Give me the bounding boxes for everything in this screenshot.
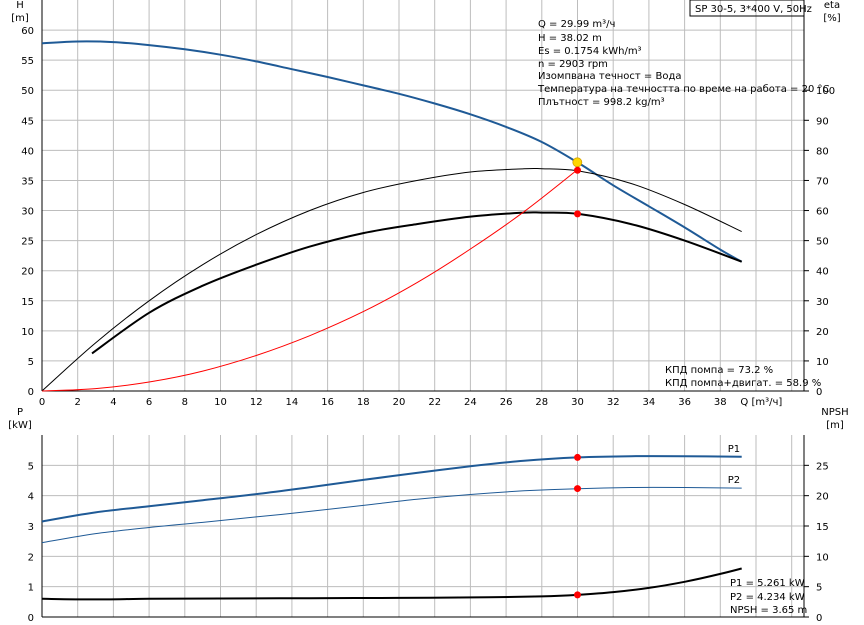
operating-point-marker xyxy=(574,166,581,174)
y-left-tick-label: 45 xyxy=(21,116,34,127)
operating-point-marker xyxy=(574,485,581,493)
y-right-tick-label: 80 xyxy=(816,146,829,157)
y-right-tick-label: 20 xyxy=(816,327,829,338)
y-left-tick-label: 25 xyxy=(21,237,34,248)
y-left-tick-label: 40 xyxy=(21,146,34,157)
series-layer xyxy=(41,40,743,601)
model-label-box xyxy=(689,0,805,17)
p2-value-text: P2 = 4.234 kW xyxy=(730,592,805,603)
series-label-p1: P1 xyxy=(728,444,740,455)
info-line: Es = 0.1754 kWh/m³ xyxy=(538,46,642,57)
y-right-tick-label: 10 xyxy=(816,552,829,563)
series-system xyxy=(41,169,578,392)
operating-point-marker xyxy=(574,210,581,218)
x-tick-label: 34 xyxy=(643,397,656,408)
info-line: Q = 29.99 m³/ч xyxy=(538,19,615,30)
y-left-tick-label: 35 xyxy=(21,176,34,187)
series-h xyxy=(41,40,743,263)
info-line: Плътност = 998.2 kg/m³ xyxy=(538,97,665,108)
y-left-tick-label: 50 xyxy=(21,86,34,97)
y-right-tick-label: 25 xyxy=(816,461,829,472)
x-tick-label: 30 xyxy=(571,397,584,408)
y-right-tick-label: 10 xyxy=(816,357,829,368)
info-line: n = 2903 rpm xyxy=(538,59,608,70)
y-left-tick-label: 2 xyxy=(28,552,34,563)
series-npsh xyxy=(41,567,742,601)
y-right-tick-label: 50 xyxy=(816,237,829,248)
y-right-tick-label: 0 xyxy=(816,613,822,624)
y-right-tick-label: 30 xyxy=(816,297,829,308)
x-tick-label: 6 xyxy=(146,397,152,408)
axis-layer xyxy=(41,0,809,618)
efficiency-pump-text: КПД помпа = 73.2 % xyxy=(665,365,773,376)
x-axis-title: Q [m³/ч] xyxy=(740,397,782,408)
y-right-axis-title: eta xyxy=(824,0,840,11)
x-tick-label: 18 xyxy=(357,397,370,408)
marker-layer xyxy=(572,157,583,599)
y-right-tick-label: 40 xyxy=(816,267,829,278)
series-p2 xyxy=(41,486,742,544)
series-label-p2: P2 xyxy=(728,475,740,486)
x-tick-label: 8 xyxy=(182,397,188,408)
x-tick-label: 24 xyxy=(464,397,477,408)
x-tick-label: 12 xyxy=(250,397,263,408)
x-tick-label: 36 xyxy=(678,397,691,408)
y-left-tick-label: 3 xyxy=(28,522,34,533)
y-left-tick-label: 0 xyxy=(28,387,34,398)
y-left-axis-title: H xyxy=(16,0,24,11)
p1-value-text: P1 = 5.261 kW xyxy=(730,578,805,589)
x-tick-label: 22 xyxy=(428,397,441,408)
y-right-tick-label: 5 xyxy=(816,583,822,594)
y-right-tick-label: 0 xyxy=(816,387,822,398)
y-right-tick-label: 70 xyxy=(816,176,829,187)
y-right-tick-label: 20 xyxy=(816,492,829,503)
y-left-axis-title: P xyxy=(17,407,23,418)
y-right-axis-title: NPSH xyxy=(821,407,848,418)
x-tick-label: 14 xyxy=(286,397,299,408)
x-tick-label: 32 xyxy=(607,397,620,408)
info-line: H = 38.02 m xyxy=(538,33,602,44)
series-eta-total xyxy=(91,211,743,355)
y-left-tick-label: 5 xyxy=(28,357,34,368)
npsh-value-text: NPSH = 3.65 m xyxy=(730,605,807,616)
efficiency-total-text: КПД помпа+двигат. = 58.9 % xyxy=(665,378,821,389)
x-tick-label: 4 xyxy=(110,397,116,408)
y-right-tick-label: 60 xyxy=(816,207,829,218)
series-eta-pump xyxy=(41,167,742,392)
duty-point-marker xyxy=(572,157,583,168)
info-line: Температура на течността по време на раб… xyxy=(537,84,830,95)
x-tick-label: 0 xyxy=(39,397,45,408)
y-left-tick-label: 0 xyxy=(28,613,34,624)
y-left-tick-label: 1 xyxy=(28,583,34,594)
y-right-tick-label: 100 xyxy=(816,86,835,97)
x-tick-label: 26 xyxy=(500,397,513,408)
y-left-tick-label: 5 xyxy=(28,461,34,472)
y-right-axis-unit: [m] xyxy=(826,420,844,431)
y-left-tick-label: 4 xyxy=(28,492,34,503)
info-line: Изомпвана течност = Вода xyxy=(538,71,682,82)
y-right-axis-unit: [%] xyxy=(823,13,840,24)
operating-point-marker xyxy=(574,453,581,461)
y-left-tick-label: 30 xyxy=(21,207,34,218)
model-label: SP 30-5, 3*400 V, 50Hz xyxy=(695,4,812,15)
x-tick-label: 38 xyxy=(714,397,727,408)
y-right-tick-label: 15 xyxy=(816,522,829,533)
y-left-axis-unit: [m] xyxy=(11,13,29,24)
y-left-tick-label: 20 xyxy=(21,267,34,278)
y-right-tick-label: 90 xyxy=(816,116,829,127)
y-left-tick-label: 60 xyxy=(21,26,34,37)
x-tick-label: 2 xyxy=(75,397,81,408)
y-left-tick-label: 15 xyxy=(21,297,34,308)
y-left-axis-unit: [kW] xyxy=(8,420,32,431)
text-layer: SP 30-5, 3*400 V, 50Hz Q = 29.99 m³/ч H … xyxy=(8,0,849,624)
x-tick-label: 28 xyxy=(535,397,548,408)
x-tick-label: 10 xyxy=(214,397,227,408)
x-tick-label: 20 xyxy=(393,397,406,408)
y-left-tick-label: 55 xyxy=(21,56,34,67)
series-p1 xyxy=(41,455,742,523)
y-left-tick-label: 10 xyxy=(21,327,34,338)
operating-point-marker xyxy=(574,591,581,599)
x-tick-label: 16 xyxy=(321,397,334,408)
